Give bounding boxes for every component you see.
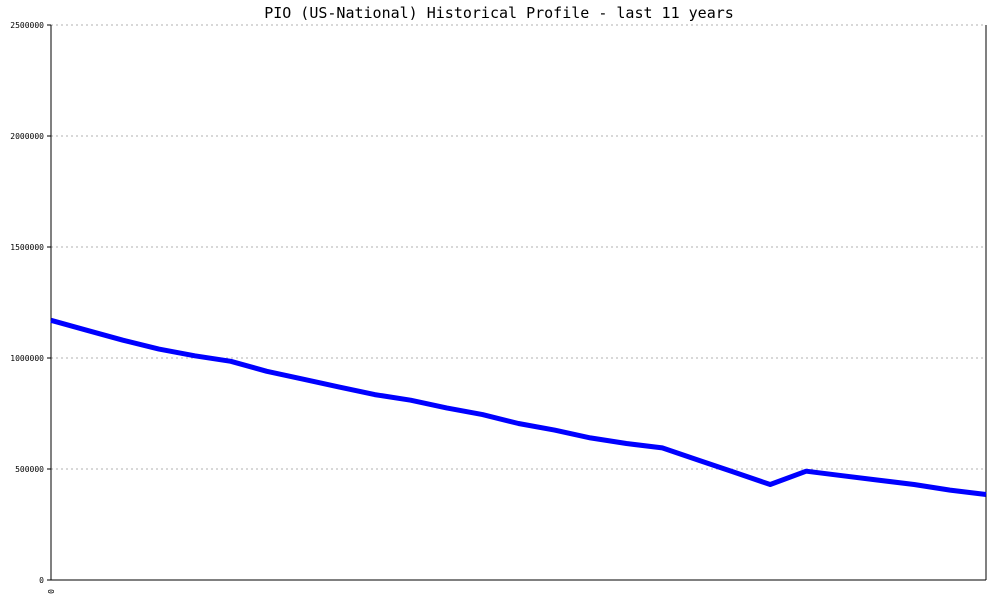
y-tick-label: 1500000 — [10, 243, 44, 252]
gridlines — [51, 24, 986, 470]
y-tick-label: 0 — [39, 576, 44, 585]
x-tick-label: 0 — [47, 589, 56, 594]
x-axis-ticks: 0 — [47, 589, 56, 594]
series-layer — [50, 317, 987, 497]
y-tick-label: 1000000 — [10, 354, 44, 363]
y-tick-label: 2500000 — [10, 21, 44, 30]
chart-title: PIO (US-National) Historical Profile - l… — [264, 4, 734, 22]
series-line — [50, 317, 987, 497]
y-axis-ticks: 0 500000 1000000 1500000 2000000 2500000 — [10, 21, 51, 585]
y-tick-label: 500000 — [15, 465, 44, 474]
y-tick-label: 2000000 — [10, 132, 44, 141]
